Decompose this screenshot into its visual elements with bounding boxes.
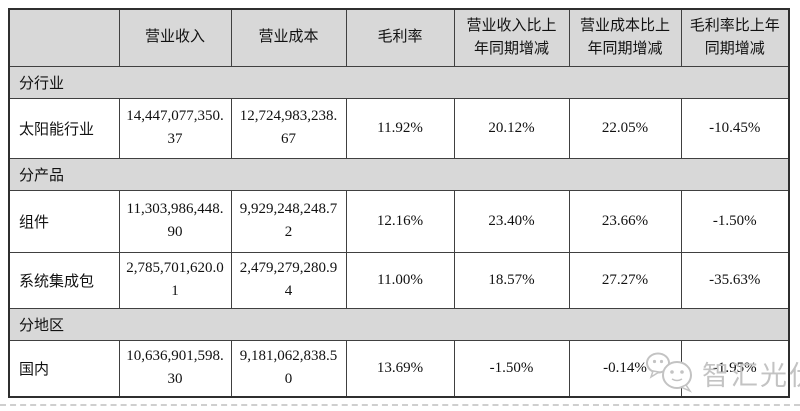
table-row-system-integration: 系统集成包 2,785,701,620.01 2,479,279,280.94 … [8, 251, 790, 309]
cell-revenue-yoy: -1.50% [453, 339, 570, 398]
table-header-row: 营业收入 营业成本 毛利率 营业收入比上年同期增减 营业成本比上年同期增减 毛利… [8, 8, 790, 67]
section-title: 分行业 [8, 65, 790, 99]
cell-revenue: 11,303,986,448.90 [118, 189, 232, 253]
cell-cost: 2,479,279,280.94 [230, 251, 347, 309]
table-row-solar-industry: 太阳能行业 14,447,077,350.37 12,724,983,238.6… [8, 97, 790, 159]
cell-margin-yoy: -10.45% [680, 97, 790, 159]
cell-cost-yoy: 27.27% [568, 251, 682, 309]
col-header-gross-margin: 毛利率 [345, 8, 455, 67]
cell-revenue-yoy: 23.40% [453, 189, 570, 253]
cell-revenue: 10,636,901,598.30 [118, 339, 232, 398]
cell-cost-yoy: 22.05% [568, 97, 682, 159]
table-row-domestic: 国内 10,636,901,598.30 9,181,062,838.50 13… [8, 339, 790, 398]
row-label: 组件 [8, 189, 120, 253]
cell-revenue: 14,447,077,350.37 [118, 97, 232, 159]
col-header-blank [8, 8, 120, 67]
cell-cost-yoy: -0.14% [568, 339, 682, 398]
row-label: 国内 [8, 339, 120, 398]
cell-gross-margin: 12.16% [345, 189, 455, 253]
col-header-revenue: 营业收入 [118, 8, 232, 67]
col-header-cost: 营业成本 [230, 8, 347, 67]
cell-margin-yoy: -35.63% [680, 251, 790, 309]
cell-cost: 9,929,248,248.72 [230, 189, 347, 253]
col-header-margin-yoy: 毛利率比上年同期增减 [680, 8, 790, 67]
segment-financials-table: 营业收入 营业成本 毛利率 营业收入比上年同期增减 营业成本比上年同期增减 毛利… [8, 8, 790, 398]
table-row-modules: 组件 11,303,986,448.90 9,929,248,248.72 12… [8, 189, 790, 253]
page-bottom-dashed-line [0, 404, 800, 406]
cell-cost-yoy: 23.66% [568, 189, 682, 253]
col-header-cost-yoy: 营业成本比上年同期增减 [568, 8, 682, 67]
section-title: 分地区 [8, 307, 790, 341]
cell-cost: 12,724,983,238.67 [230, 97, 347, 159]
cell-margin-yoy: -1.95% [680, 339, 790, 398]
cell-gross-margin: 11.92% [345, 97, 455, 159]
row-label: 系统集成包 [8, 251, 120, 309]
section-row-by-region: 分地区 [8, 307, 790, 341]
cell-gross-margin: 11.00% [345, 251, 455, 309]
row-label: 太阳能行业 [8, 97, 120, 159]
cell-margin-yoy: -1.50% [680, 189, 790, 253]
col-header-revenue-yoy: 营业收入比上年同期增减 [453, 8, 570, 67]
cell-cost: 9,181,062,838.50 [230, 339, 347, 398]
cell-revenue-yoy: 18.57% [453, 251, 570, 309]
section-row-by-product: 分产品 [8, 157, 790, 191]
section-title: 分产品 [8, 157, 790, 191]
cell-revenue: 2,785,701,620.01 [118, 251, 232, 309]
section-row-by-industry: 分行业 [8, 65, 790, 99]
cell-revenue-yoy: 20.12% [453, 97, 570, 159]
cell-gross-margin: 13.69% [345, 339, 455, 398]
